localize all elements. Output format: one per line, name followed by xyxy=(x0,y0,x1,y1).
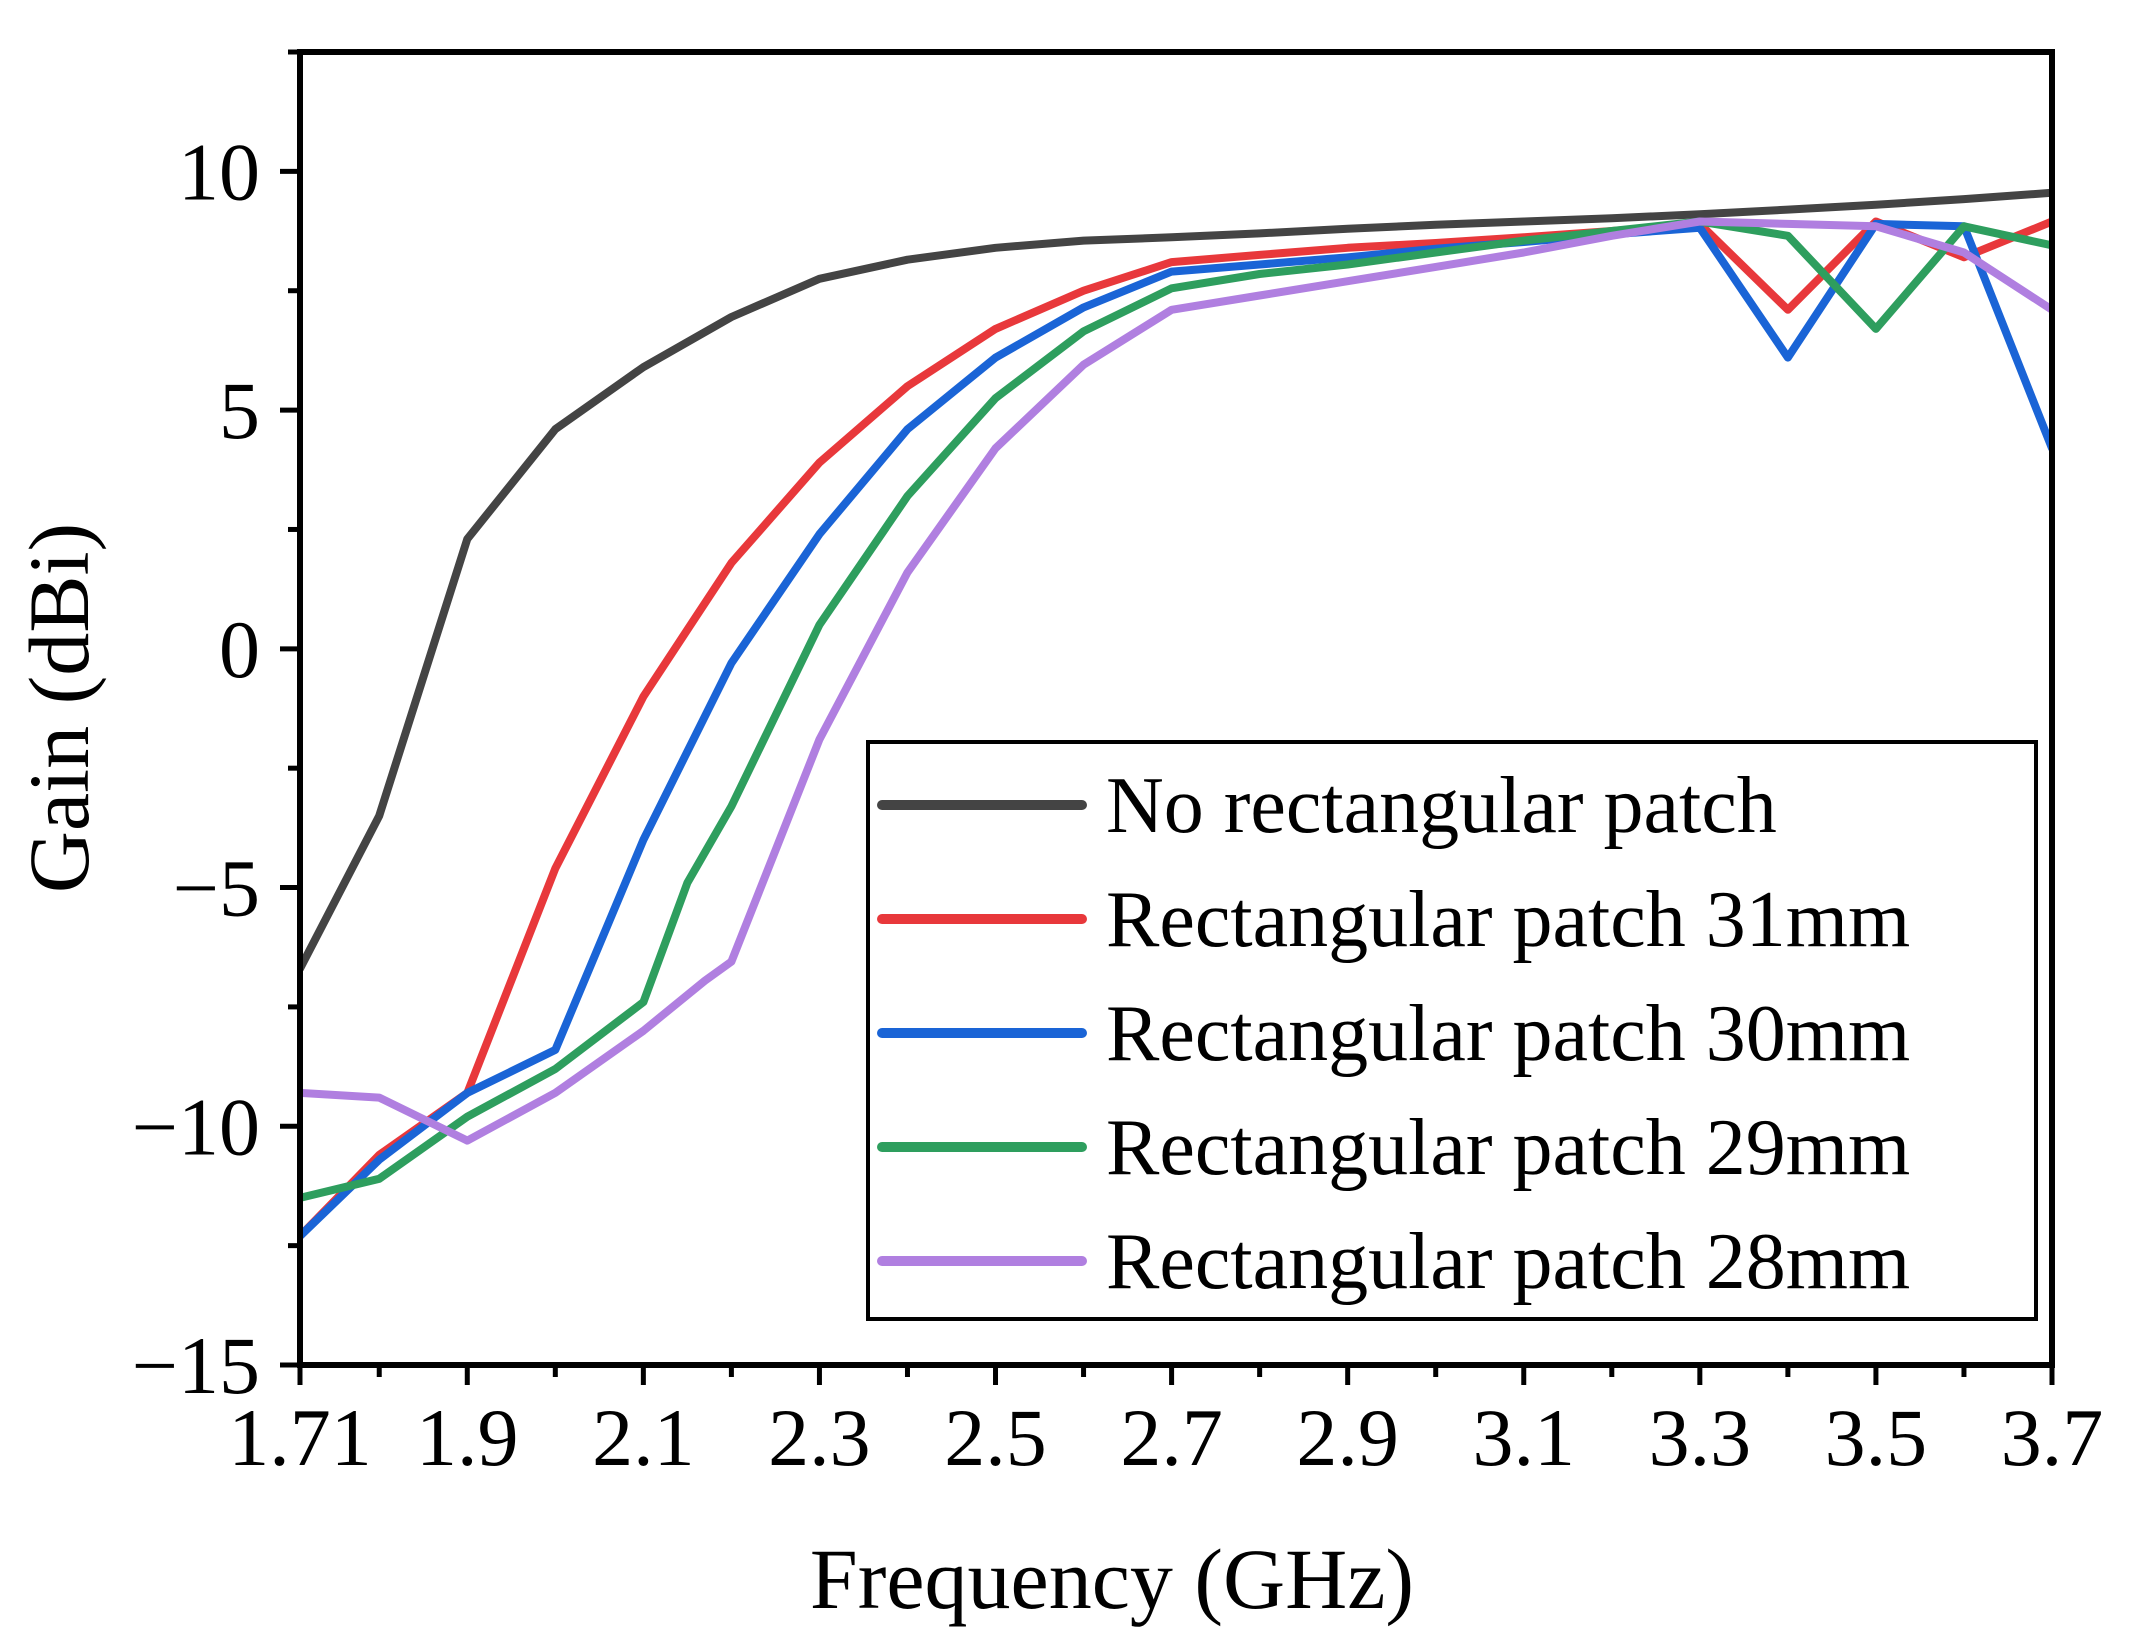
x-axis-title: Frequency (GHz) xyxy=(810,1531,1414,1627)
x-tick-label: 2.5 xyxy=(944,1392,1047,1483)
tick-labels: 1.71 1.9 2.1 2.3 2.5 2.7 2.9 3.1 3.3 3.5 3.7 10 5 0 −5… xyxy=(132,126,2104,1483)
legend: No rectangular patch Rectangular patch 31… xyxy=(866,740,2038,1321)
legend-label-1: No rectangular patch xyxy=(1106,762,1777,850)
x-tick-label: 3.3 xyxy=(1649,1392,1752,1483)
y-tick-label: −15 xyxy=(132,1320,260,1411)
series-line-4 xyxy=(300,217,2052,1202)
y-tick-label: 10 xyxy=(178,126,260,217)
x-tick-label: 1.9 xyxy=(416,1392,519,1483)
x-tick-label: 2.7 xyxy=(1120,1392,1223,1483)
series-line-2 xyxy=(300,217,2052,1241)
plot-frame xyxy=(297,49,2055,1368)
legend-label-4: Rectangular patch 29mm xyxy=(1106,1104,1910,1192)
series-line-5 xyxy=(300,217,2052,1145)
x-tick-label: 2.9 xyxy=(1296,1392,1399,1483)
series-line-1 xyxy=(300,188,2052,973)
y-tick-label: −5 xyxy=(173,843,260,934)
x-tick-label: 3.5 xyxy=(1825,1392,1928,1483)
legend-label-5: Rectangular patch 28mm xyxy=(1106,1218,1910,1306)
legend-label-2: Rectangular patch 31mm xyxy=(1106,876,1910,964)
x-tick-label: 1.71 xyxy=(228,1392,372,1483)
y-axis-title: Gain (dBi) xyxy=(11,523,107,893)
x-tick-label: 2.3 xyxy=(768,1392,871,1483)
x-tick-label: 3.1 xyxy=(1473,1392,1576,1483)
y-tick-label: −10 xyxy=(132,1081,260,1172)
y-tick-label: 5 xyxy=(219,365,260,456)
legend-label-3: Rectangular patch 30mm xyxy=(1106,990,1910,1078)
series-line-3 xyxy=(300,219,2052,1241)
series-layer xyxy=(300,188,2052,1241)
x-tick-label: 2.1 xyxy=(592,1392,695,1483)
y-tick-label: 0 xyxy=(219,604,260,695)
x-tick-label: 3.7 xyxy=(2001,1392,2104,1483)
axis-ticks xyxy=(280,49,2055,1385)
